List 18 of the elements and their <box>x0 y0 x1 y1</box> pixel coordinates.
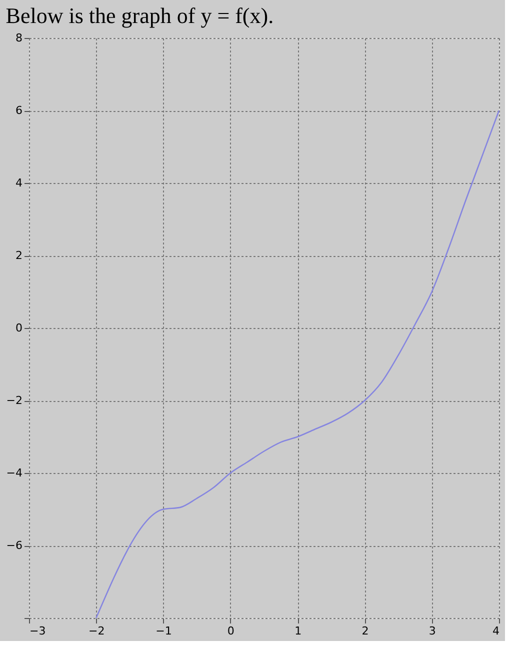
y-tick-label: 0 <box>16 322 22 334</box>
x-tick-label: −3 <box>30 624 46 638</box>
y-tick-label: −2 <box>6 394 22 407</box>
x-tick-label: 0 <box>227 624 234 638</box>
y-tick-label: 6 <box>16 104 22 117</box>
x-tick-label: 2 <box>362 624 369 638</box>
y-tick-label: 4 <box>16 176 22 190</box>
y-tick-label: −4 <box>6 466 22 480</box>
y-tick-label: −6 <box>6 539 22 552</box>
y-tick-label: 8 <box>16 32 22 44</box>
x-tick-label: 1 <box>294 624 302 638</box>
x-tick-label: −2 <box>88 624 105 638</box>
x-tick-label: −1 <box>156 624 172 638</box>
line-series <box>95 110 500 619</box>
chart-title: Below is the graph of y = f(x). <box>6 3 274 28</box>
y-tick-label: 2 <box>16 249 22 262</box>
x-tick-label: 3 <box>428 624 436 638</box>
x-tick-label: 4 <box>492 624 500 638</box>
